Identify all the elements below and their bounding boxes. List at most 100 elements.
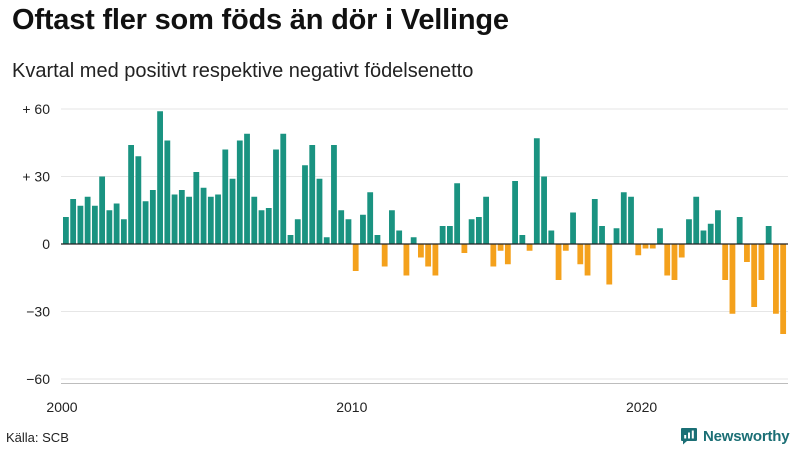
bar [715,210,721,244]
bar [77,205,84,244]
bar [171,194,178,244]
bar [483,196,490,244]
bar [512,181,518,244]
bar [693,196,700,244]
grid-lines [61,108,788,380]
y-tick-label: −30 [26,304,50,320]
bar [265,208,272,244]
brand-logo: Newsworthy [680,426,790,446]
y-tick-label: + 60 [22,101,50,117]
x-tick-label: 2000 [46,399,77,415]
bar [468,219,475,244]
x-tick-label: 2020 [626,399,657,415]
bar [280,133,287,244]
bar [686,219,692,244]
bar [736,217,743,244]
bar [374,235,381,244]
bar [635,244,642,256]
bar [533,138,540,244]
bar [613,228,620,244]
bar [519,235,526,244]
bar [555,244,562,280]
bar [389,210,395,244]
bar [620,192,627,244]
bar [475,217,482,244]
bar [526,244,533,251]
bar [418,244,424,258]
bar [649,244,656,249]
bar [316,178,323,244]
brand-name: Newsworthy [703,427,790,445]
bar [258,210,265,244]
bar [63,217,69,244]
bar [99,176,106,244]
bar [773,244,779,314]
bar [707,223,714,244]
bar [403,244,410,276]
bar [331,145,337,244]
bar [642,244,649,249]
bar [135,156,142,244]
bar [671,244,678,280]
bar [577,244,584,265]
bar [591,199,598,244]
bar [678,244,685,258]
y-tick-label: + 30 [22,169,50,185]
bar [178,190,185,244]
bar [120,219,127,244]
bar [128,145,134,244]
chart-title: Oftast fler som föds än dör i Vellinge [12,4,509,36]
bar [193,172,200,244]
y-tick-label: 0 [42,236,50,252]
bar [548,230,555,244]
bar [207,196,214,244]
bars [63,111,787,334]
bar [323,237,330,244]
bar [106,210,113,244]
bar [562,244,569,251]
bar [722,244,729,280]
bar [780,244,787,334]
bar [490,244,497,267]
bar [381,244,388,267]
bar [425,244,432,267]
source-note: Källa: SCB [6,430,69,445]
chart-subtitle: Kvartal med positivt respektive negativt… [12,60,474,82]
bar [758,244,765,280]
bar [541,176,547,244]
bar [410,237,417,244]
bar [70,199,77,244]
bar [142,201,149,244]
bar [222,149,229,244]
bar [244,133,250,244]
bar [599,226,605,244]
bar [273,149,279,244]
bar [744,244,750,262]
x-tick-label: 2010 [336,399,367,415]
bar [584,244,591,276]
bar [454,183,461,244]
bar [236,140,243,244]
bar [497,244,504,251]
bar [664,244,671,276]
bar [729,244,736,314]
bar [84,196,91,244]
bar [606,244,613,285]
bar [302,165,308,244]
bar [504,244,511,265]
bar [113,203,120,244]
newsworthy-logo-icon [681,428,697,445]
bar [164,140,171,244]
bar [570,212,576,244]
bar [432,244,439,276]
bar [294,219,301,244]
bar [186,196,192,244]
y-tick-label: −60 [26,371,50,387]
bar [751,244,758,307]
bar [251,196,258,244]
bar [628,196,634,244]
bar [200,187,207,244]
bar [91,205,98,244]
bar [765,226,772,244]
